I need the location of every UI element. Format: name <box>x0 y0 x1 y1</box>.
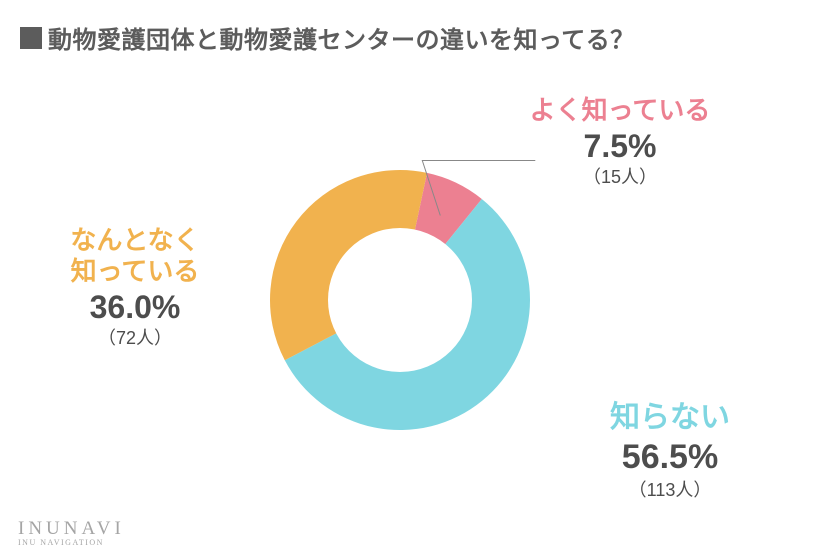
label-vaguely-know-count: （72人） <box>25 327 245 350</box>
chart-container: 動物愛護団体と動物愛護センターの違いを知ってる？ よく知っている 7.5% （1… <box>0 0 837 559</box>
label-dont-know-count: （113人） <box>555 479 785 502</box>
label-know-well: よく知っている 7.5% （15人） <box>490 95 750 190</box>
label-know-well-title: よく知っている <box>490 95 750 126</box>
label-vaguely-know-pct: 36.0% <box>25 287 245 327</box>
label-dont-know-pct: 56.5% <box>555 436 785 479</box>
donut-hole <box>328 228 472 372</box>
label-know-well-count: （15人） <box>490 166 750 189</box>
brand-logo-main: INUNAVI <box>18 518 125 540</box>
label-vaguely-know-title-l2: 知っている <box>25 256 245 287</box>
label-know-well-pct: 7.5% <box>490 126 750 166</box>
label-dont-know: 知らない 56.5% （113人） <box>555 400 785 502</box>
label-vaguely-know: なんとなく 知っている 36.0% （72人） <box>25 225 245 351</box>
label-dont-know-title: 知らない <box>555 400 785 436</box>
label-vaguely-know-title-l1: なんとなく <box>25 225 245 256</box>
brand-logo: INUNAVI INU NAVIGATION <box>18 518 125 547</box>
